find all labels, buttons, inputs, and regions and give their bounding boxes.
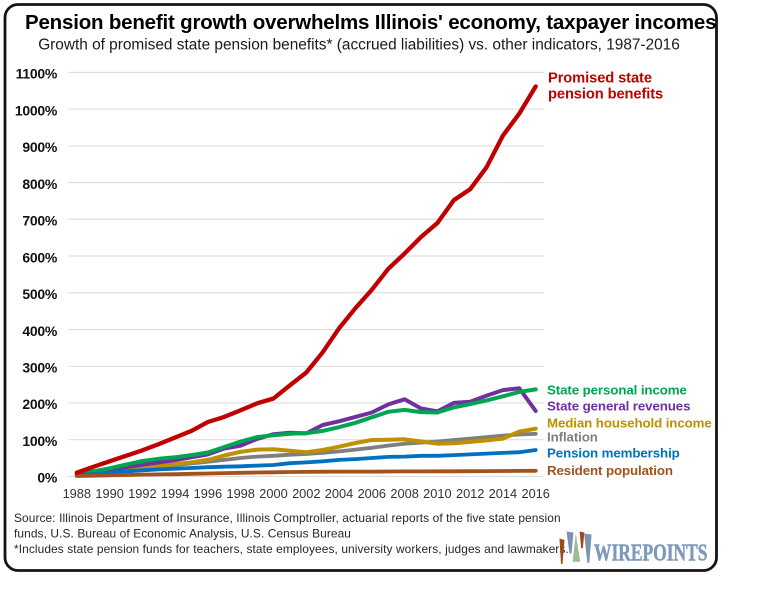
svg-text:Median household income: Median household income [547, 416, 712, 431]
svg-text:1988: 1988 [63, 486, 91, 501]
svg-text:500%: 500% [22, 286, 57, 302]
svg-text:2004: 2004 [325, 486, 353, 501]
svg-text:State personal income: State personal income [547, 383, 687, 398]
svg-text:200%: 200% [22, 396, 57, 412]
svg-text:Pension membership: Pension membership [547, 446, 680, 461]
svg-text:1992: 1992 [128, 486, 156, 501]
svg-text:100%: 100% [22, 433, 57, 449]
svg-text:2006: 2006 [358, 486, 386, 501]
svg-text:1998: 1998 [226, 486, 254, 501]
svg-text:2008: 2008 [390, 486, 418, 501]
svg-text:1996: 1996 [194, 486, 222, 501]
svg-text:Pension benefit growth overwhe: Pension benefit growth overwhelms Illino… [25, 11, 716, 34]
svg-text:2012: 2012 [456, 486, 484, 501]
svg-text:Growth of promised state pensi: Growth of promised state pension benefit… [38, 37, 680, 54]
svg-text:*Includes state pension funds: *Includes state pension funds for teache… [14, 542, 569, 556]
svg-text:pension benefits: pension benefits [548, 87, 663, 103]
svg-text:WIREPOINTS: WIREPOINTS [594, 541, 708, 567]
svg-text:300%: 300% [22, 360, 57, 376]
svg-text:0%: 0% [37, 470, 57, 486]
svg-text:State general revenues: State general revenues [547, 399, 690, 414]
svg-text:600%: 600% [22, 249, 57, 265]
svg-text:2010: 2010 [423, 486, 451, 501]
svg-text:2016: 2016 [521, 486, 549, 501]
svg-text:700%: 700% [22, 213, 57, 229]
svg-text:Promised state: Promised state [548, 71, 652, 87]
svg-text:Source: Illinois Department of: Source: Illinois Department of Insurance… [14, 511, 561, 525]
svg-text:funds, U.S. Bureau of Economic: funds, U.S. Bureau of Economic Analysis,… [14, 527, 351, 541]
svg-text:2014: 2014 [489, 486, 517, 501]
svg-text:400%: 400% [22, 323, 57, 339]
svg-text:1100%: 1100% [16, 66, 58, 82]
svg-text:800%: 800% [22, 176, 57, 192]
svg-text:2002: 2002 [292, 486, 320, 501]
svg-text:Resident population: Resident population [547, 463, 673, 478]
svg-text:900%: 900% [22, 139, 57, 155]
svg-text:1990: 1990 [95, 486, 123, 501]
svg-text:Inflation: Inflation [547, 430, 598, 445]
svg-text:1994: 1994 [161, 486, 189, 501]
svg-text:2000: 2000 [259, 486, 287, 501]
svg-text:1000%: 1000% [15, 102, 58, 118]
